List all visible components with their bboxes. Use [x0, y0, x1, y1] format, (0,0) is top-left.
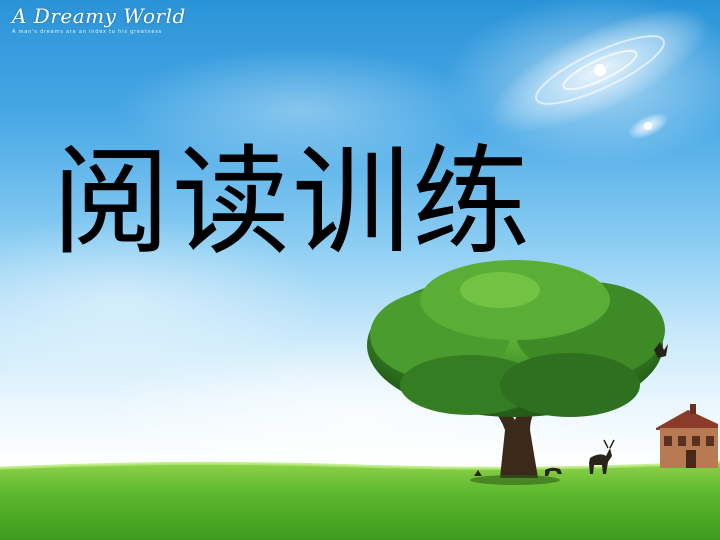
grass-field	[0, 462, 720, 540]
bird-icon	[654, 342, 668, 358]
galaxy-swirl-icon	[489, 7, 711, 139]
tree-icon	[367, 260, 665, 485]
slide-title: 阅读训练	[52, 133, 533, 271]
brand-tagline: A man's dreams are an index to his great…	[12, 29, 163, 35]
brand-title: A Dreamy World	[12, 4, 186, 28]
house-icon	[656, 404, 718, 468]
brand-logo: A Dreamy World A man's dreams are an ind…	[12, 4, 186, 36]
deer-icon	[474, 439, 615, 476]
